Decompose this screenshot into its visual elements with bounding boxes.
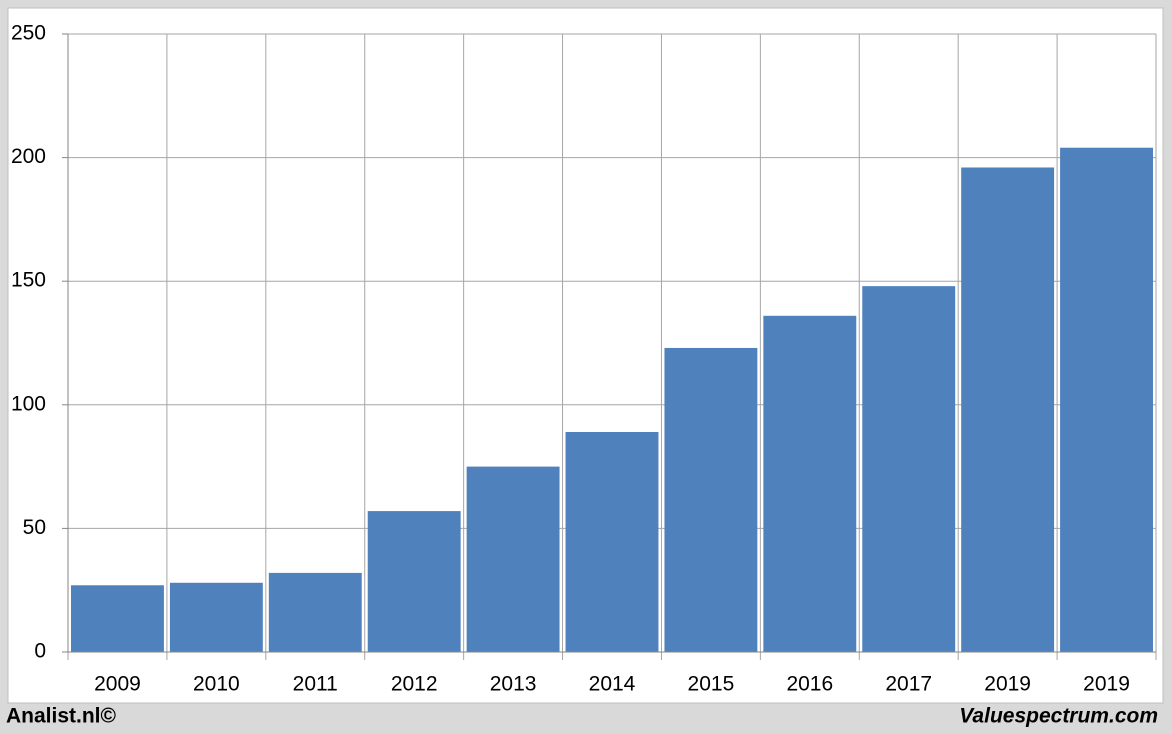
bar [763,315,857,652]
x-tick-label: 2019 [984,673,1031,696]
credit-right: Valuespectrum.com [959,705,1158,728]
bar [862,286,956,652]
bar [961,167,1055,652]
bar [268,572,362,652]
x-tick-label: 2010 [193,673,240,696]
bar [664,347,758,652]
credit-left: Analist.nl© [6,705,117,728]
y-tick-label: 250 [11,22,46,45]
y-tick-label: 100 [11,392,46,415]
bar [71,585,164,652]
bar [367,511,461,652]
y-tick-label: 0 [34,640,46,663]
x-tick-label: 2013 [490,673,537,696]
x-tick-label: 2011 [293,673,338,696]
bar [466,466,560,652]
x-tick-label: 2015 [688,673,735,696]
x-tick-label: 2009 [94,673,141,696]
y-tick-label: 150 [11,269,46,292]
y-tick-label: 200 [11,145,46,168]
x-tick-label: 2014 [589,673,636,696]
x-tick-label: 2016 [786,673,833,696]
x-tick-label: 2017 [885,673,932,696]
y-tick-label: 50 [23,516,46,539]
bar [169,582,263,652]
bar [1060,147,1153,652]
bar [565,431,659,652]
x-tick-label: 2012 [391,673,438,696]
x-tick-label: 2019 [1083,673,1130,696]
